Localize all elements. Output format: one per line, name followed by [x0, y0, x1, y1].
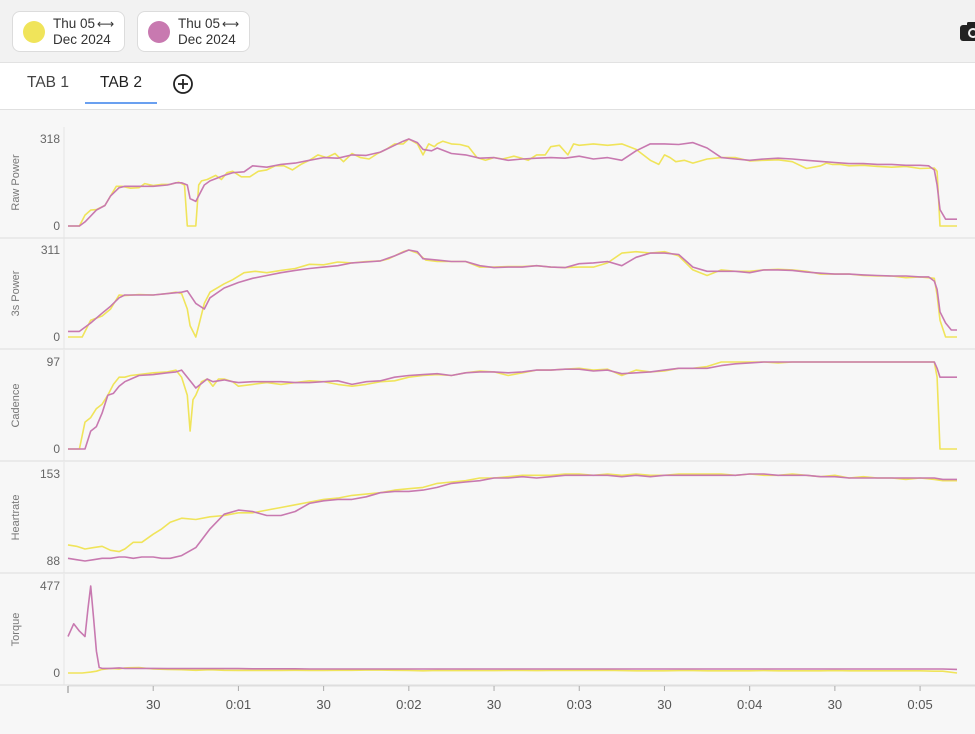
x-tick-label: 30: [146, 697, 160, 712]
y-axis-label: Heartrate: [10, 495, 22, 541]
y-tick-min: 0: [53, 442, 60, 456]
series-line-2: [68, 138, 957, 227]
y-tick-max: 318: [40, 132, 60, 146]
chart-area: Raw Power 318 0 3s Power 311 0 Cadence 97 0 Heart…: [0, 110, 975, 729]
chart-panel: 3s Power 311 0: [0, 238, 975, 350]
active-tab-indicator: [85, 102, 157, 104]
x-tick-label: 30: [657, 697, 671, 712]
y-tick-max: 153: [40, 467, 60, 481]
session-date-year: Dec 2024: [53, 32, 111, 47]
tab-2[interactable]: TAB 2: [85, 63, 157, 109]
chart-panel: Torque 477 0: [0, 574, 975, 686]
left-right-arrow-icon: ⟷: [222, 17, 240, 31]
tab-1[interactable]: TAB 1: [18, 63, 78, 109]
y-tick-min: 0: [53, 666, 60, 680]
x-tick-label: 0:02: [396, 697, 421, 712]
y-axis-label: 3s Power: [10, 270, 22, 316]
y-tick-max: 311: [41, 243, 60, 257]
series-line-1: [68, 666, 958, 674]
y-tick-max: 97: [47, 355, 61, 369]
session-color-dot: [148, 21, 170, 43]
series-line-2: [68, 361, 957, 450]
y-axis-label: Torque: [10, 613, 22, 647]
y-tick-max: 477: [40, 579, 60, 593]
tab-label: TAB 2: [100, 74, 142, 91]
x-tick-label: 30: [828, 697, 842, 712]
x-tick-label: 0:04: [737, 697, 762, 712]
y-tick-min: 0: [53, 219, 60, 233]
series-line-1: [68, 138, 957, 227]
plot-background: [0, 110, 975, 729]
x-tick-label: 30: [487, 697, 501, 712]
session-bar: Thu 05 ⟷ Dec 2024 Thu 05 ⟷ Dec 2024: [0, 0, 975, 63]
y-axis-label: Cadence: [10, 383, 22, 427]
x-tick-label: 0:03: [567, 697, 592, 712]
y-tick-min: 88: [47, 554, 61, 568]
x-tick-label: 0:05: [907, 697, 932, 712]
session-chip-1[interactable]: Thu 05 ⟷ Dec 2024: [12, 11, 125, 52]
series-line-2: [68, 249, 957, 333]
chart-panel: Cadence 97 0: [0, 350, 975, 462]
camera-icon[interactable]: [959, 20, 975, 42]
session-chip-2[interactable]: Thu 05 ⟷ Dec 2024: [137, 11, 250, 52]
left-right-arrow-icon: ⟷: [97, 17, 115, 31]
series-line-2: [67, 585, 958, 671]
series-line-2: [67, 473, 957, 562]
y-axis-label: Raw Power: [10, 154, 22, 211]
tab-bar: TAB 1 TAB 2: [0, 63, 975, 110]
session-date-day: Thu 05: [178, 16, 221, 31]
y-tick-min: 0: [53, 330, 60, 344]
chart-panel: Raw Power 318 0: [0, 127, 975, 239]
x-tick-label: 0:01: [226, 697, 251, 712]
multi-panel-line-chart: Raw Power 318 0 3s Power 311 0 Cadence 97 0 Heart…: [0, 110, 975, 729]
session-date-year: Dec 2024: [178, 32, 236, 47]
plus-circle-icon[interactable]: [172, 73, 194, 95]
chart-panel: Heartrate 153 88: [0, 462, 975, 574]
tab-label: TAB 1: [27, 74, 69, 91]
session-color-dot: [23, 21, 45, 43]
session-date-day: Thu 05: [53, 16, 96, 31]
x-axis: 30 0:01 30 0:02 30 0:03 30 0:04 30 0:05: [67, 685, 975, 712]
x-tick-label: 30: [316, 697, 330, 712]
